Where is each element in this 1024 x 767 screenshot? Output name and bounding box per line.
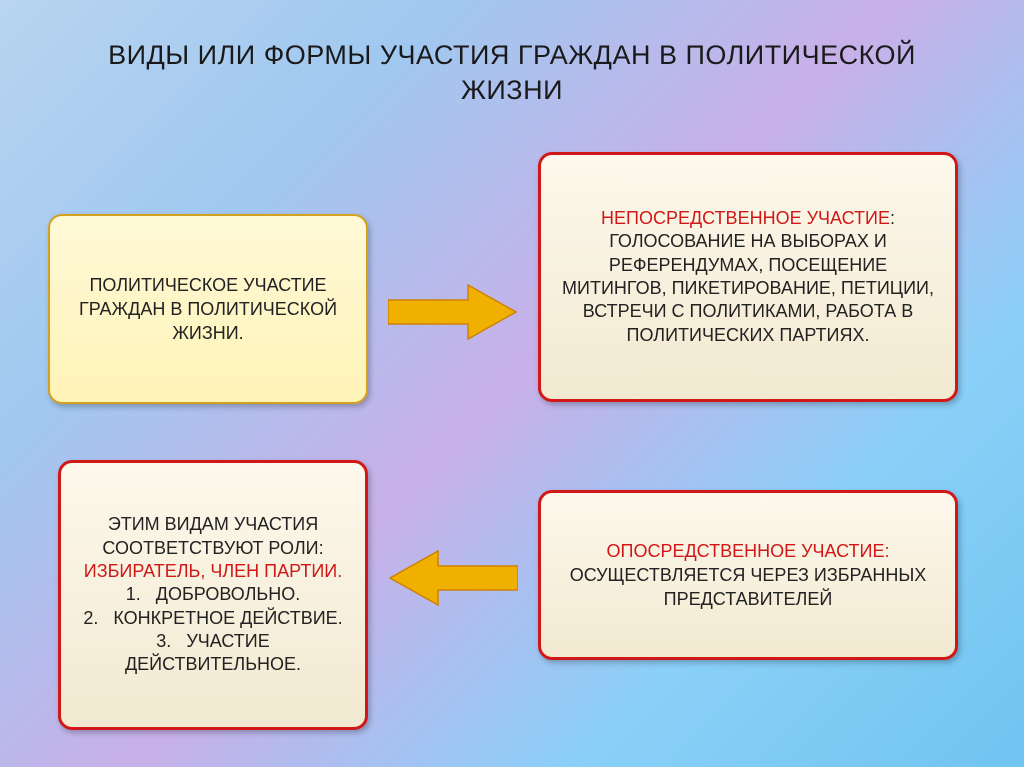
- arrow-left-shape: [390, 551, 518, 605]
- box2-content: НЕПОСРЕДСТВЕННОЕ УЧАСТИЕ: ГОЛОСОВАНИЕ НА…: [559, 207, 937, 347]
- box-indirect-participation: ОПОСРЕДСТВЕННОЕ УЧАСТИЕ: ОСУЩЕСТВЛЯЕТСЯ …: [538, 490, 958, 660]
- arrow-right-icon: [388, 282, 518, 342]
- box1-text: ПОЛИТИЧЕСКОЕ УЧАСТИЕ ГРАЖДАН В ПОЛИТИЧЕС…: [70, 273, 346, 346]
- arrow-right-shape: [388, 285, 516, 339]
- box3-roles: ИЗБИРАТЕЛЬ, ЧЛЕН ПАРТИИ.: [75, 560, 351, 583]
- box3-content: ЭТИМ ВИДАМ УЧАСТИЯ СООТВЕТСТВУЮТ РОЛИ: И…: [75, 513, 351, 677]
- box-political-participation: ПОЛИТИЧЕСКОЕ УЧАСТИЕ ГРАЖДАН В ПОЛИТИЧЕС…: [48, 214, 368, 404]
- box3-item-2: 2. КОНКРЕТНОЕ ДЕЙСТВИЕ.: [75, 607, 351, 630]
- box3-item-1: 1. ДОБРОВОЛЬНО.: [75, 583, 351, 606]
- box4-body: ОСУЩЕСТВЛЯЕТСЯ ЧЕРЕЗ ИЗБРАННЫХ ПРЕДСТАВИ…: [561, 563, 935, 612]
- arrow-left-icon: [388, 548, 518, 608]
- box4-content: ОПОСРЕДСТВЕННОЕ УЧАСТИЕ: ОСУЩЕСТВЛЯЕТСЯ …: [561, 539, 935, 612]
- slide-title: ВИДЫ ИЛИ ФОРМЫ УЧАСТИЯ ГРАЖДАН В ПОЛИТИЧ…: [0, 0, 1024, 108]
- box-direct-participation: НЕПОСРЕДСТВЕННОЕ УЧАСТИЕ: ГОЛОСОВАНИЕ НА…: [538, 152, 958, 402]
- box2-body: : ГОЛОСОВАНИЕ НА ВЫБОРАХ И РЕФЕРЕНДУМАХ,…: [562, 208, 934, 345]
- box2-headline: НЕПОСРЕДСТВЕННОЕ УЧАСТИЕ: [601, 208, 890, 228]
- box-roles: ЭТИМ ВИДАМ УЧАСТИЯ СООТВЕТСТВУЮТ РОЛИ: И…: [58, 460, 368, 730]
- box3-intro: ЭТИМ ВИДАМ УЧАСТИЯ СООТВЕТСТВУЮТ РОЛИ:: [75, 513, 351, 560]
- box4-headline: ОПОСРЕДСТВЕННОЕ УЧАСТИЕ:: [561, 539, 935, 563]
- box3-item-3: 3. УЧАСТИЕ ДЕЙСТВИТЕЛЬНОЕ.: [75, 630, 351, 677]
